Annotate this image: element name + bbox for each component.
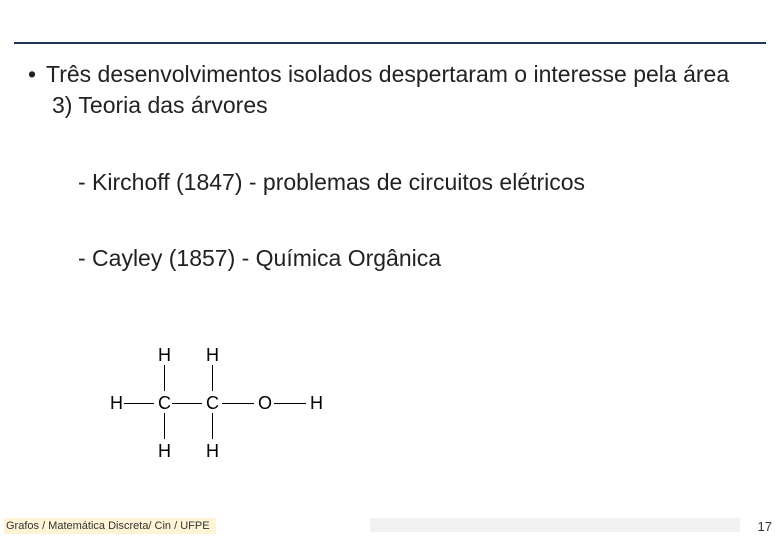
- molecule-diagram: H H H C C O H H H: [110, 345, 410, 505]
- atom-o: O: [258, 393, 272, 414]
- atom-h: H: [158, 441, 171, 462]
- atom-h: H: [206, 441, 219, 462]
- atom-h: H: [110, 393, 123, 414]
- page-number: 17: [758, 519, 772, 534]
- bond-line: [164, 365, 165, 391]
- bond-line: [212, 365, 213, 391]
- bullet-sub: 3) Teoria das árvores: [22, 91, 758, 120]
- atom-h: H: [158, 345, 171, 366]
- bond-line: [274, 403, 306, 404]
- bullet-main-text: Três desenvolvimentos isolados despertar…: [46, 60, 758, 89]
- bond-line: [212, 413, 213, 439]
- bond-line: [124, 403, 154, 404]
- bond-line: [222, 403, 254, 404]
- bullet-main: • Três desenvolvimentos isolados despert…: [22, 60, 758, 89]
- content-area: • Três desenvolvimentos isolados despert…: [22, 60, 758, 273]
- atom-c: C: [206, 393, 219, 414]
- title-rule: [14, 42, 766, 44]
- bond-line: [172, 403, 202, 404]
- atom-h: H: [206, 345, 219, 366]
- footer-text: Grafos / Matemática Discreta/ Cin / UFPE: [4, 518, 216, 534]
- footer-strip: [370, 518, 740, 532]
- item-kirchoff: - Kirchoff (1847) - problemas de circuit…: [78, 168, 758, 197]
- atom-h: H: [310, 393, 323, 414]
- bullet-dot: •: [22, 60, 46, 89]
- atom-c: C: [158, 393, 171, 414]
- item-cayley: - Cayley (1857) - Química Orgânica: [78, 244, 758, 273]
- bond-line: [164, 413, 165, 439]
